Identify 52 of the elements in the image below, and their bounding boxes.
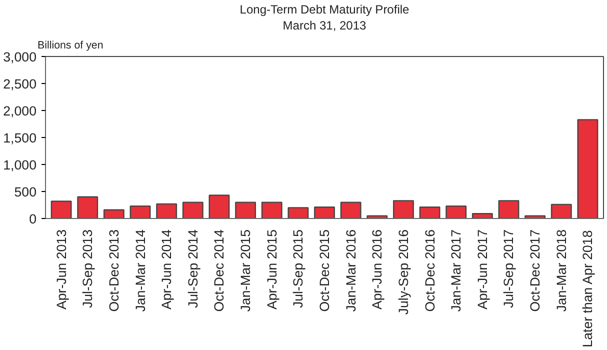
bar — [524, 215, 546, 218]
x-tick-label: Jul-Sep 2017 — [501, 229, 516, 308]
bar — [340, 202, 362, 218]
x-tick-label: Later than Apr 2018 — [580, 230, 596, 348]
x-tick-label: Jan-Mar 2014 — [132, 228, 148, 312]
y-tick-label: 0 — [29, 212, 37, 226]
bar — [392, 200, 414, 218]
x-tick-label: Jul-Sep 2013 — [80, 229, 96, 308]
x-tick-label: Jan-Mar 2018 — [554, 230, 569, 312]
x-tick-label: Jan-Mar 2016 — [343, 230, 358, 312]
bar — [235, 202, 256, 218]
x-tick-label: Apr-Jun 2016 — [370, 229, 385, 310]
bar — [498, 200, 520, 218]
bar — [314, 206, 335, 218]
x-tick-label: Jul-Sep 2015 — [290, 229, 306, 308]
chart-title: Long-Term Debt Maturity Profile — [240, 2, 410, 16]
bar — [103, 209, 124, 218]
bar — [77, 196, 98, 218]
bar — [577, 119, 598, 218]
bar — [446, 205, 467, 218]
bar — [366, 215, 388, 218]
y-tick-label: 500 — [14, 184, 37, 200]
bar — [208, 194, 230, 218]
x-tick-label: July-Sep 2016 — [396, 229, 411, 315]
y-tick-label: 2,500 — [3, 76, 37, 92]
x-tick-label: Apr-Jun 2014 — [159, 228, 174, 310]
x-tick-label: Jan-Mar 2015 — [238, 230, 254, 312]
y-tick-label: 1,000 — [3, 158, 37, 172]
x-tick-label: Oct-Dec 2013 — [106, 229, 122, 312]
x-tick-label: Apr-Jun 2017 — [474, 229, 490, 310]
x-tick-label: Oct-Dec 2017 — [528, 229, 543, 312]
bar — [130, 205, 151, 218]
x-tick-label: Jul-Sep 2014 — [185, 228, 200, 308]
x-tick-label: Oct-Dec 2014 — [212, 228, 227, 312]
y-tick-label: 1,500 — [3, 130, 37, 146]
x-tick-label: Apr-Jun 2015 — [264, 229, 280, 310]
bar — [156, 203, 178, 218]
y-axis-title: Billions of yen — [38, 40, 104, 52]
bar — [261, 202, 282, 218]
chart-subtitle: March 31, 2013 — [282, 18, 367, 32]
x-tick-label: Oct-Dec 2016 — [422, 229, 438, 312]
x-tick-label: Oct-Dec 2015 — [317, 229, 332, 312]
bar — [182, 202, 204, 218]
y-tick-label: 2,000 — [3, 104, 37, 118]
x-tick-label: Jan-Mar 2017 — [448, 230, 464, 312]
x-tick-label: Apr-Jun 2013 — [54, 229, 69, 310]
y-tick-label: 3,000 — [3, 50, 37, 64]
bar — [419, 206, 440, 218]
bar — [472, 213, 493, 218]
bar — [288, 207, 309, 218]
bar — [50, 200, 72, 218]
bar — [550, 204, 572, 218]
